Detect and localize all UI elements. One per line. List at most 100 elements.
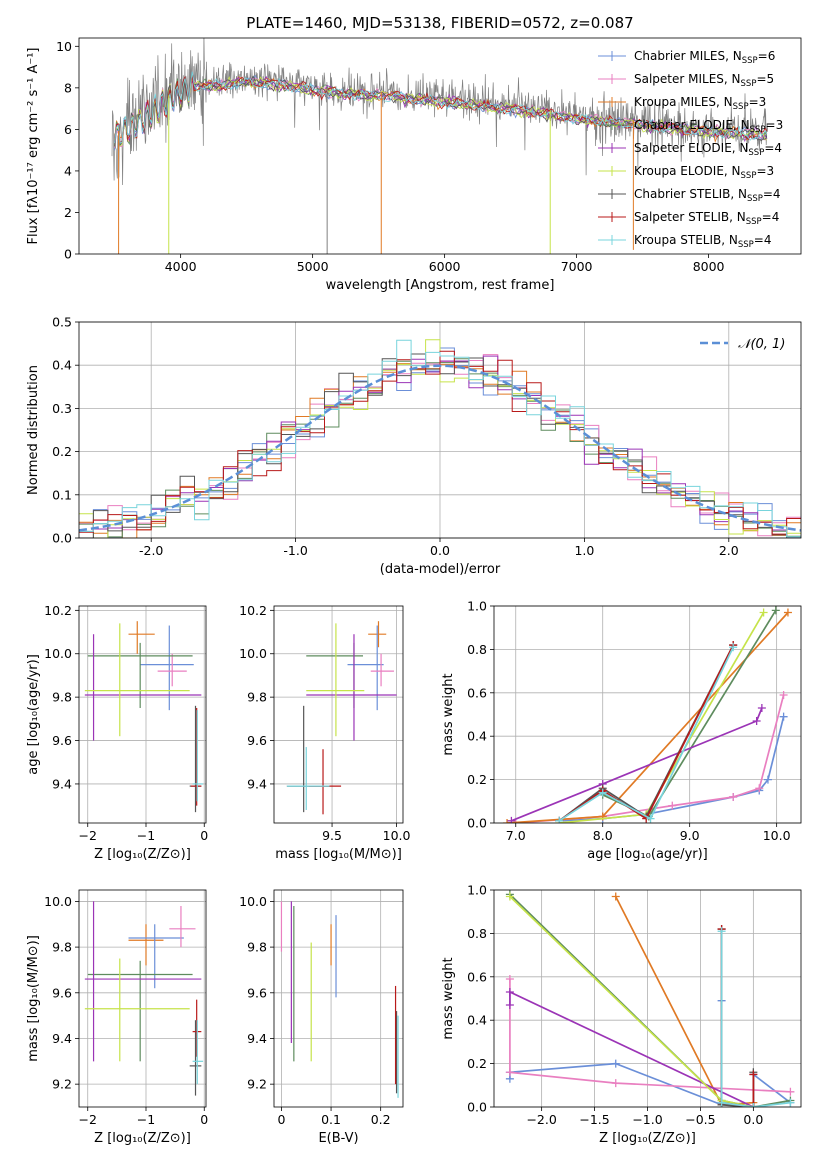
- weight-point-marker: [505, 892, 514, 901]
- weight-series-chabrier-elodie: [602, 609, 777, 818]
- weight-series-salpeter-stelib: [720, 929, 755, 1107]
- weight_vs_age-frame: [493, 605, 802, 824]
- age_vs_Z-panel: −2 −1 0 9.4 9.6 9.8 10.0 10.2 Z [log₁₀(Z/Z⊙)] age…: [26, 603, 208, 862]
- weight-point-marker: [505, 1068, 514, 1077]
- weight_vs_age-ytick-label: 0.4: [467, 729, 487, 744]
- mass_vs_ebv-axes: 0 0.1 0.2 9.2 9.4 9.6 9.8 10.0 E(B-V): [239, 889, 404, 1146]
- mass_vs_Z-xtick-label: −1: [137, 1112, 155, 1127]
- legend-entry-subscript: SSP: [733, 102, 749, 112]
- weight-point-marker: [786, 1098, 795, 1107]
- weight-series-chabrier-stelib: [720, 929, 755, 1107]
- weight-point-marker: [759, 608, 768, 617]
- spectrum-panel: 4000 5000 6000 7000 8000 0 2 4 6 8 10 wavelength [A…: [26, 37, 802, 293]
- weight-series-chabrier-stelib: [558, 644, 734, 822]
- weight_vs_Z-xtick-label: −1.0: [632, 1112, 662, 1127]
- legend-entry-label: Kroupa ELODIE, NSSP=3: [634, 164, 774, 181]
- residuals-axes: -2.0 -1.0 0.0 1.0 2.0 0.0 0.1 0.2 0.3 0.4 0.5 (data…: [26, 315, 802, 577]
- weight_vs_age-plot-area: [503, 606, 792, 823]
- mass_vs_Z-frame: [78, 889, 207, 1108]
- age_vs_Z-ytick-label: 9.8: [52, 690, 72, 705]
- weight-point-marker: [717, 927, 726, 936]
- model-salpeter-elodie-line: [114, 75, 768, 145]
- weight_vs_Z-xtick-label: −1.5: [579, 1112, 609, 1127]
- residuals-ytick-label: 0.2: [52, 444, 72, 459]
- weight_vs_age-xlabel: age [log₁₀(age/yr)]: [587, 847, 708, 862]
- spectrum-axes: 4000 5000 6000 7000 8000 0 2 4 6 8 10 wavelength [A…: [26, 37, 802, 293]
- weight-point-marker: [611, 892, 620, 901]
- legend-entry-count: =4: [764, 141, 782, 155]
- weight-point-marker: [511, 819, 520, 823]
- weight-point-marker: [749, 1070, 758, 1079]
- age_vs_Z-xlabel: Z [log₁₀(Z/Z⊙)]: [94, 847, 191, 862]
- spectrum-ytick-label: 2: [64, 205, 72, 220]
- residuals-ytick-label: 0.4: [52, 358, 72, 373]
- legend-entry-count: =4: [754, 233, 772, 247]
- mass_vs_Z-axes: −2 −1 0 9.2 9.4 9.6 9.8 10.0 Z [log₁₀(Z/Z⊙)] mass…: [26, 889, 208, 1146]
- legend-entry-label: Kroupa MILES, NSSP=3: [634, 95, 766, 112]
- legend-entry-count: =3: [756, 164, 774, 178]
- weight_vs_Z-axes: −2.0 −1.5 −1.0 −0.5 0.0 0.0 0.2 0.4 0.6 0.8 1.0 Z […: [441, 883, 802, 1146]
- spectrum-xtick-label: 8000: [693, 259, 725, 274]
- age_vs_mass-grid: [274, 606, 403, 823]
- weight_vs_age-panel: 7.0 8.0 9.0 10.0 0.0 0.2 0.4 0.6 0.8 1.0 age [log₁…: [441, 599, 802, 862]
- mass_vs_Z-ytick-label: 9.8: [52, 940, 72, 955]
- spectrum-ytick-label: 4: [64, 163, 72, 178]
- residuals-ytick-label: 0.0: [52, 531, 72, 546]
- residuals-ytick-label: 0.1: [52, 487, 72, 502]
- mass_vs_Z-ylabel: mass [log₁₀(M/M⊙)]: [26, 935, 41, 1062]
- weight_vs_age-axes: 7.0 8.0 9.0 10.0 0.0 0.2 0.4 0.6 0.8 1.0 age [log₁…: [441, 599, 802, 862]
- mass_vs_ebv-ytick-label: 9.4: [247, 1031, 267, 1046]
- weight-point-marker: [783, 608, 792, 617]
- weight_vs_Z-ytick-label: 1.0: [467, 883, 487, 898]
- age_vs_Z-plot-area: [84, 621, 204, 813]
- age_vs_Z-xtick-label: −1: [137, 828, 155, 843]
- legend-entry-label: Salpeter STELIB, NSSP=4: [634, 210, 779, 227]
- legend-entry-subscript: SSP: [742, 56, 758, 66]
- spectrum-plot-area: [111, 38, 769, 254]
- weight-point-marker: [779, 690, 788, 699]
- age_vs_mass-xlabel: mass [log₁₀(M/M⊙)]: [275, 847, 402, 862]
- legend-entry-count: =3: [749, 95, 767, 109]
- weight-series-salpeter-miles: [515, 694, 785, 823]
- weight-point-marker: [749, 1103, 758, 1107]
- spectrum-ytick-label: 10: [56, 39, 72, 54]
- residuals-xtick-label: 2.0: [719, 543, 739, 558]
- mass_vs_ebv-frame: [273, 889, 404, 1108]
- age_vs_mass-ytick-label: 9.4: [247, 776, 267, 791]
- age_vs_mass-xtick-label: 10.0: [383, 828, 411, 843]
- figure-title: PLATE=1460, MJD=53138, FIBERID=0572, z=0…: [246, 14, 633, 32]
- mass_vs_Z-ytick-label: 10.0: [44, 894, 72, 909]
- weight-point-marker: [729, 792, 738, 801]
- mass_vs_Z-panel: −2 −1 0 9.2 9.4 9.6 9.8 10.0 Z [log₁₀(Z/Z⊙)] mass…: [26, 889, 208, 1146]
- weight-series-kroupa-stelib: [720, 931, 791, 1107]
- residuals-plot-area: [79, 339, 801, 538]
- legend-entry-count: =3: [766, 118, 784, 132]
- weight-series-salpeter-elodie: [509, 990, 754, 1107]
- residuals-xtick-label: -1.0: [283, 543, 307, 558]
- legend-entry-count: =4: [763, 187, 781, 201]
- weight_vs_age-ytick-label: 0.0: [467, 816, 487, 831]
- weight_vs_age-xtick-label: 9.0: [680, 828, 700, 843]
- residuals-panel: -2.0 -1.0 0.0 1.0 2.0 0.0 0.1 0.2 0.3 0.4 0.5 (data…: [26, 315, 802, 577]
- legend-entry-subscript: SSP: [750, 125, 766, 135]
- weight-point-marker: [555, 816, 564, 823]
- residuals-xtick-label: 1.0: [574, 543, 594, 558]
- age_vs_Z-xtick-label: −2: [79, 828, 97, 843]
- spectrum-ylabel: Flux [fλ10⁻¹⁷ erg cm⁻² s⁻¹ A⁻¹]: [26, 48, 41, 245]
- age_vs_Z-xtick-label: 0: [200, 828, 208, 843]
- age_vs_mass-ytick-label: 10.2: [239, 603, 267, 618]
- weight-point-marker: [505, 1001, 514, 1010]
- weight-point-marker: [757, 703, 766, 712]
- weight-point-marker: [611, 1059, 620, 1068]
- weight_vs_Z-xtick-label: 0.0: [743, 1112, 763, 1127]
- age_vs_Z-grid: [79, 606, 206, 823]
- weight-series-salpeter-miles: [509, 979, 791, 1093]
- weight_vs_age-ylabel: mass weight: [441, 673, 456, 755]
- weight_vs_Z-xlabel: Z [log₁₀(Z/Z⊙)]: [599, 1131, 696, 1146]
- age_vs_mass-panel: 9.5 10.0 9.4 9.6 9.8 10.0 10.2 mass [log₁₀(M/M⊙…: [239, 603, 410, 862]
- legend-entry-count: =6: [758, 49, 776, 63]
- mass_vs_Z-ytick-label: 9.6: [52, 985, 72, 1000]
- weight-series-chabrier-miles: [509, 1000, 791, 1107]
- mass_vs_Z-grid: [79, 890, 206, 1107]
- weight_vs_Z-ytick-label: 0.6: [467, 969, 487, 984]
